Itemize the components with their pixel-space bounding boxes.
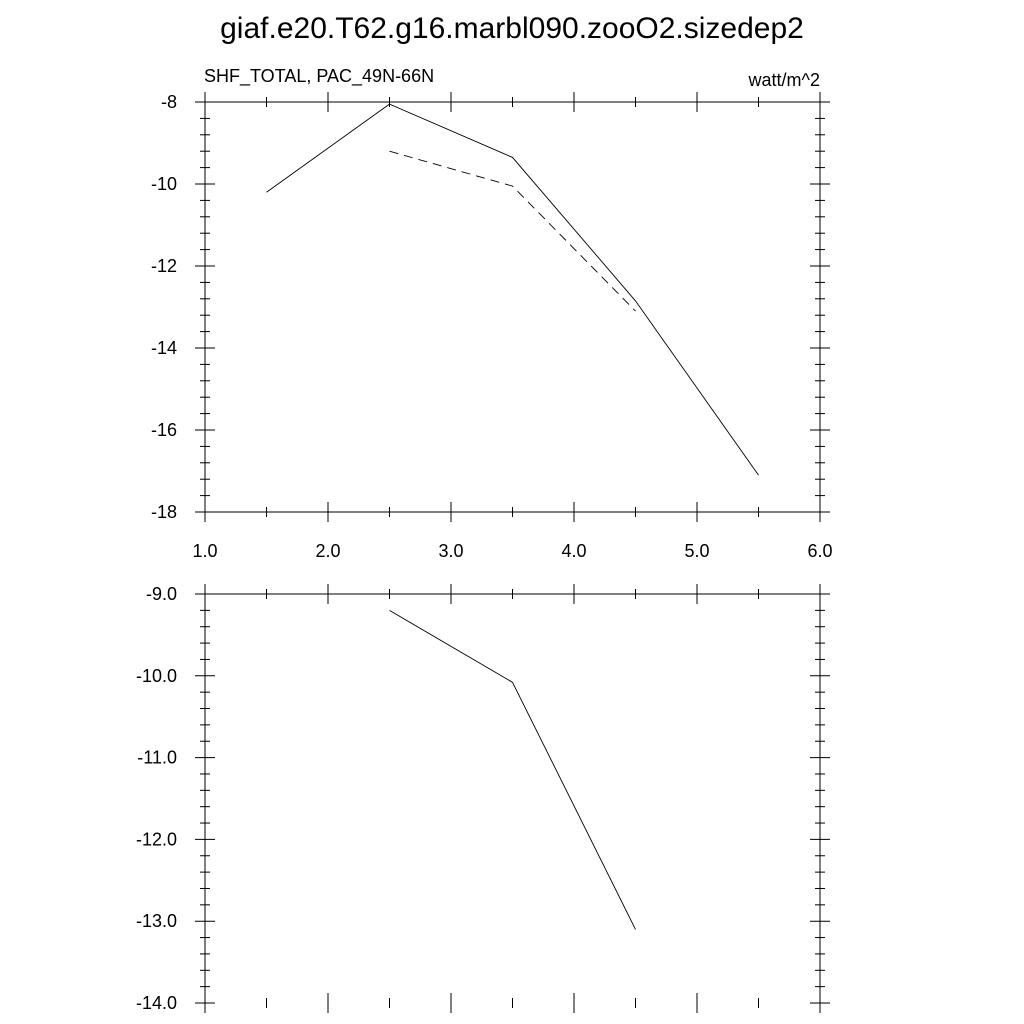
bottom-series-solid-line: [389, 610, 636, 930]
bottom-ytick-label: -14.0: [136, 993, 177, 1013]
top-ytick-label: -14: [151, 338, 177, 358]
top-ytick-label: -10: [151, 174, 177, 194]
top-ytick-label: -18: [151, 502, 177, 522]
top-ytick-label: -12: [151, 256, 177, 276]
top-series-solid-line: [266, 103, 759, 476]
top-ytick-label: -16: [151, 420, 177, 440]
top-plot: SHF_TOTAL, PAC_49N-66N watt/m^2 -8 -10 -12…: [151, 66, 833, 561]
bottom-ytick-label: -10.0: [136, 666, 177, 686]
top-ytick-label: -8: [161, 92, 177, 112]
bottom-ytick-label: -11.0: [137, 748, 177, 768]
bottom-ytick-label: -9.0: [146, 584, 177, 604]
top-xtick-label: 6.0: [807, 541, 832, 561]
top-xtick-label: 1.0: [192, 541, 217, 561]
top-xtick-label: 4.0: [561, 541, 586, 561]
top-xtick-label: 2.0: [315, 541, 340, 561]
top-plot-left-label: SHF_TOTAL, PAC_49N-66N: [204, 66, 434, 87]
bottom-plot: -9.0 -10.0 -11.0 -12.0 -13.0 -14.0: [136, 584, 830, 1013]
bottom-ytick-label: -13.0: [136, 911, 177, 931]
figure-title: giaf.e20.T62.g16.marbl090.zooO2.sizedep2: [220, 12, 804, 45]
top-plot-right-label: watt/m^2: [748, 70, 820, 90]
top-xtick-label: 3.0: [438, 541, 463, 561]
bottom-ytick-label: -12.0: [136, 829, 177, 849]
top-series-dashed-line: [389, 150, 636, 312]
top-xtick-label: 5.0: [684, 541, 709, 561]
